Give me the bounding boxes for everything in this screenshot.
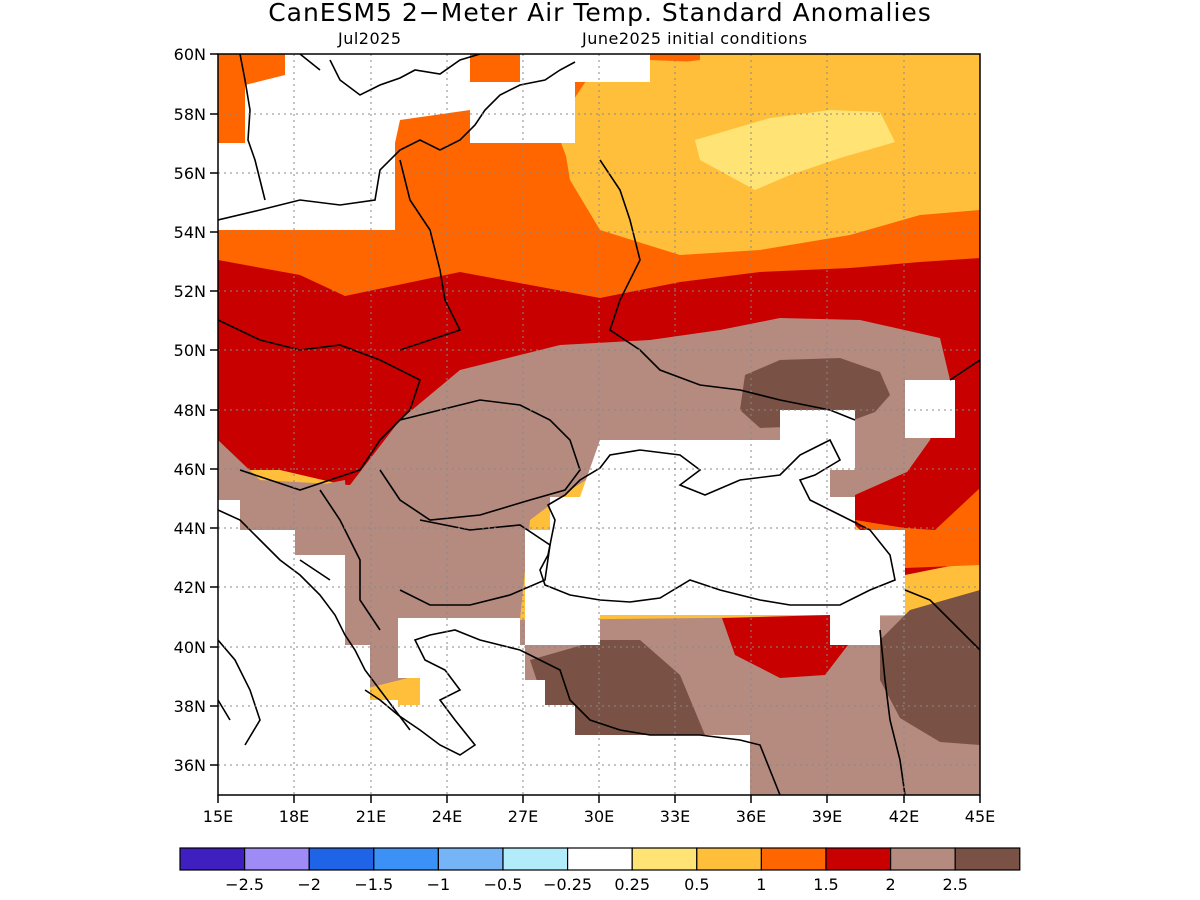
colorbar-label: −1 — [427, 875, 451, 894]
colorbar-label: 0.25 — [614, 875, 650, 894]
colorbar-label: −0.25 — [543, 875, 592, 894]
lon-label: 39E — [812, 807, 842, 826]
border-romania — [379, 399, 581, 521]
forecast-month: Jul2025 — [338, 29, 402, 48]
lon-label: 42E — [889, 807, 919, 826]
border-poland — [399, 159, 462, 351]
colorbar-labels: −2.5 −2 −1.5 −1 −0.5 −0.25 0.25 0.5 1 1.5 2 2.5 — [225, 875, 968, 894]
lon-label: 45E — [965, 807, 995, 826]
lat-label: 44N — [174, 519, 206, 538]
anomaly-field — [218, 54, 980, 795]
lon-label: 18E — [279, 807, 309, 826]
lat-label: 40N — [174, 638, 206, 657]
colorbar-swatch — [825, 847, 892, 871]
colorbar-label: −2 — [297, 875, 321, 894]
border-caucasus — [904, 589, 980, 651]
colorbar-swatch — [760, 847, 827, 871]
greece-coast — [364, 629, 521, 756]
colorbar-label: 2 — [886, 875, 896, 894]
lon-label: 27E — [508, 807, 538, 826]
colorbar-swatch — [631, 847, 698, 871]
lat-labels: 60N 58N 56N 54N 52N 50N 48N 46N 44N 42N … — [174, 45, 206, 775]
lon-label: 15E — [203, 807, 233, 826]
gridlines — [218, 54, 980, 795]
lon-label: 24E — [432, 807, 462, 826]
lat-label: 48N — [174, 401, 206, 420]
lon-label: 36E — [736, 807, 766, 826]
colorbar-label: 1 — [756, 875, 766, 894]
lat-label: 54N — [174, 223, 206, 242]
axis-ticks — [210, 53, 981, 803]
baltic-coast — [218, 61, 576, 221]
colorbar-swatch — [244, 847, 310, 871]
field-yellow-blob — [695, 110, 895, 190]
lat-label: 60N — [174, 45, 206, 64]
colorbar-swatch — [179, 847, 246, 871]
colorbar-swatch — [889, 847, 956, 871]
lat-label: 38N — [174, 697, 206, 716]
lon-label: 21E — [356, 807, 386, 826]
colorbar-label: −1.5 — [354, 875, 393, 894]
border-turkey-east — [879, 629, 906, 795]
lon-label: 30E — [584, 807, 614, 826]
border-balkans — [299, 489, 381, 631]
italy-coast — [218, 639, 261, 746]
lat-label: 42N — [174, 578, 206, 597]
lon-label: 33E — [660, 807, 690, 826]
colorbar-swatch — [373, 847, 439, 871]
adriatic-coast — [218, 509, 411, 731]
colorbar — [179, 847, 1021, 871]
lat-label: 46N — [174, 460, 206, 479]
lat-label: 52N — [174, 282, 206, 301]
lon-labels: 15E 18E 21E 24E 27E 30E 33E 36E 39E 42E … — [203, 807, 995, 826]
lat-label: 58N — [174, 105, 206, 124]
caspian-coast — [949, 359, 980, 381]
lat-label: 50N — [174, 341, 206, 360]
colorbar-swatch — [954, 847, 1021, 871]
field-red-south — [722, 615, 848, 678]
colorbar-swatch — [696, 847, 762, 871]
lat-label: 36N — [174, 756, 206, 775]
field-dark-brown-southeast — [880, 590, 980, 745]
colorbar-label: −2.5 — [225, 875, 264, 894]
map-title: CanESM5 2−Meter Air Temp. Standard Anoma… — [268, 0, 932, 27]
black-sea-coast — [539, 438, 896, 606]
colorbar-label: 0.5 — [684, 875, 709, 894]
anatolia-coast — [519, 649, 781, 795]
colorbar-swatch — [308, 847, 375, 871]
colorbar-label: 2.5 — [942, 875, 967, 894]
initial-conditions: June2025 initial conditions — [582, 29, 808, 48]
colorbar-swatch — [566, 847, 633, 871]
scandinavia-coast — [239, 54, 481, 201]
border-bulgaria — [399, 519, 551, 606]
colorbar-swatch — [437, 847, 504, 871]
colorbar-label: −0.5 — [484, 875, 523, 894]
colorbar-label: 1.5 — [813, 875, 838, 894]
lat-label: 56N — [174, 164, 206, 183]
colorbar-swatch — [502, 847, 569, 871]
